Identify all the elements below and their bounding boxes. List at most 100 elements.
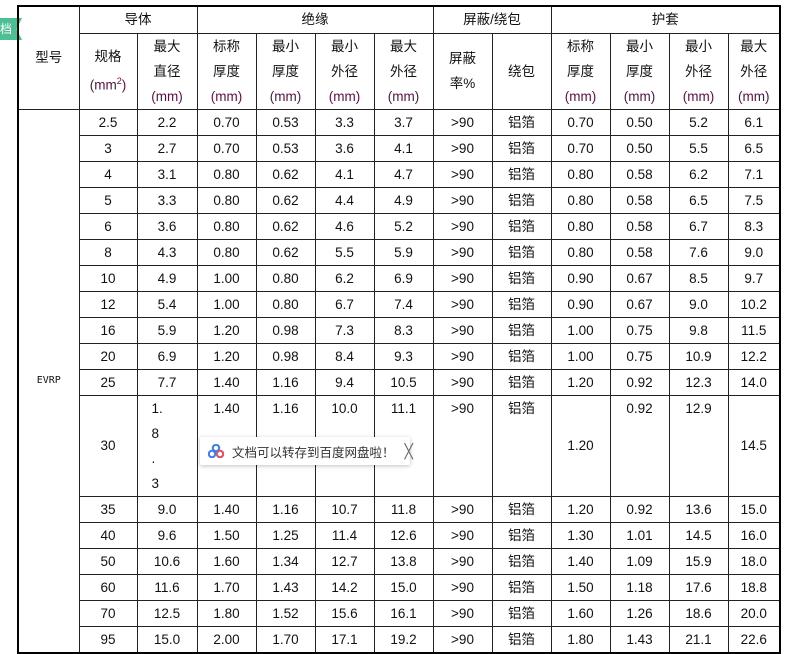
cell: 12.2 [727, 342, 781, 370]
cell: 5.5 [314, 238, 375, 266]
cell: 10 [78, 264, 138, 292]
header-col-4: 最小 外径 (mm) [314, 32, 375, 110]
cell: 0.58 [609, 212, 670, 240]
cell: 铝箔 [491, 134, 552, 162]
cell: 铝箔 [491, 238, 552, 266]
header-col-line2: 率% [449, 76, 476, 91]
cell: 0.92 [609, 495, 670, 523]
cell: 2.00 [196, 625, 257, 653]
cell: 1.30 [550, 521, 611, 549]
cell: 1.00 [550, 342, 611, 370]
cell: 13.6 [668, 495, 729, 523]
header-col-unit: (mm) [210, 88, 243, 104]
header-col-line2: 外径 [685, 63, 712, 79]
cell: 11.5 [727, 316, 781, 344]
cell: 1.00 [196, 264, 257, 292]
table-row: 40 9.6 1.50 1.25 11.4 12.6 >90 铝箔 1.30 1.01 14.5 16… [18, 521, 781, 549]
cell: 4.6 [314, 212, 375, 240]
header-group-conductor: 导体 [78, 5, 198, 34]
cell: 5.4 [136, 290, 198, 318]
table-row: 5 3.3 0.80 0.62 4.4 4.9 >90 铝箔 0.80 0.58 6.5 7.5 [18, 186, 781, 214]
cell: 12 [78, 290, 138, 318]
table-row: 3 2.7 0.70 0.53 3.6 4.1 >90 铝箔 0.70 0.50 5.5 6.5 [18, 134, 781, 162]
header-col-line2: 厚度 [626, 63, 653, 79]
cell: 7.6 [668, 238, 729, 266]
cell: 7.1 [727, 160, 781, 188]
cell: 铝箔 [491, 573, 552, 601]
cell: 12.3 [668, 368, 729, 396]
cell: 50 [78, 547, 138, 575]
cell: 0.80 [550, 160, 611, 188]
header-col-line1: 最小 [626, 38, 653, 54]
cell: >90 [432, 342, 493, 370]
header-col-line1: 最大 [390, 38, 417, 54]
cell: >90 [432, 394, 493, 497]
cell: 铝箔 [491, 521, 552, 549]
cell: 10.7 [314, 495, 375, 523]
cell: >90 [432, 290, 493, 318]
cell: 3.6 [136, 212, 198, 240]
cell: >90 [432, 160, 493, 188]
cell: 5.2 [668, 108, 729, 136]
cell: 1.20 [550, 394, 611, 497]
cell: 5 [78, 186, 138, 214]
cell: 0.75 [609, 316, 670, 344]
cell: 14.5 [668, 521, 729, 549]
cell: 0.75 [609, 342, 670, 370]
table-row: 10 4.9 1.00 0.80 6.2 6.9 >90 铝箔 0.90 0.67 8.5 9.7 [18, 264, 781, 292]
side-tab[interactable]: 档 [0, 18, 22, 40]
cell: 16.1 [373, 599, 434, 627]
cell: 0.58 [609, 238, 670, 266]
cell: 9.4 [314, 368, 375, 396]
cell: 14.2 [314, 573, 375, 601]
cell: 0.80 [255, 290, 316, 318]
close-icon[interactable]: ╳ [404, 442, 413, 459]
cell: 0.62 [255, 186, 316, 214]
cell: 0.70 [196, 108, 257, 136]
unit-close: ) [121, 77, 127, 93]
cell: >90 [432, 108, 493, 136]
cell: 15.0 [373, 573, 434, 601]
cell: 3 [78, 134, 138, 162]
cell: 0.67 [609, 264, 670, 292]
table-row: 20 6.9 1.20 0.98 8.4 9.3 >90 铝箔 1.00 0.75 10.9 12.2 [18, 342, 781, 370]
cell: 铝箔 [491, 599, 552, 627]
cell: 1.50 [550, 573, 611, 601]
header-col-3: 最小 厚度 (mm) [255, 32, 316, 110]
header-col-unit: (mm) [738, 88, 770, 104]
header-model: 型号 [17, 5, 80, 110]
cell: 1.52 [255, 599, 316, 627]
header-col-line2: 厚度 [272, 63, 299, 79]
cell: 6.2 [314, 264, 375, 292]
cell: 4.4 [314, 186, 375, 214]
table-row: 16 5.9 1.20 0.98 7.3 8.3 >90 铝箔 1.00 0.75 9.8 11.5 [18, 316, 781, 344]
table-row: EVRP 2.5 2.2 0.70 0.53 3.3 3.7 >90 铝箔 0.70 0.50 5.2… [17, 108, 781, 653]
cell: >90 [432, 134, 493, 162]
cell: 9.7 [727, 264, 781, 292]
cell: 1.20 [196, 316, 257, 344]
cell: 5.5 [668, 134, 729, 162]
table-row: 60 11.6 1.70 1.43 14.2 15.0 >90 铝箔 1.50 1.18 17.6 1… [18, 573, 781, 601]
cell: 14.5 [727, 394, 781, 497]
save-to-netdisk-toast: 文档可以转存到百度网盘啦！ ╳ [200, 437, 413, 465]
cell: 12.9 [668, 394, 729, 497]
header-col-2: 标称 厚度 (mm) [196, 32, 257, 110]
cell: 2.5 [78, 108, 138, 136]
cell: 1.60 [196, 547, 257, 575]
header-group-insulation: 绝缘 [196, 5, 434, 34]
cell: 35 [78, 495, 138, 523]
cell: 1.20 [196, 342, 257, 370]
header-col-unit: (mm) [387, 88, 420, 104]
cell: 铝箔 [491, 342, 552, 370]
cell: 11.6 [136, 573, 198, 601]
cell: 0.90 [550, 264, 611, 292]
cell: 1.20 [550, 495, 611, 523]
cell: 95 [78, 625, 138, 653]
cell: 1.16 [255, 495, 316, 523]
header-col-11: 最大 外径 (mm) [727, 32, 781, 110]
cell: 铝箔 [491, 495, 552, 523]
cell: >90 [432, 495, 493, 523]
header-col-unit: (mm2) [80, 69, 137, 98]
cell: 3.6 [314, 134, 375, 162]
cell: 8.5 [668, 264, 729, 292]
